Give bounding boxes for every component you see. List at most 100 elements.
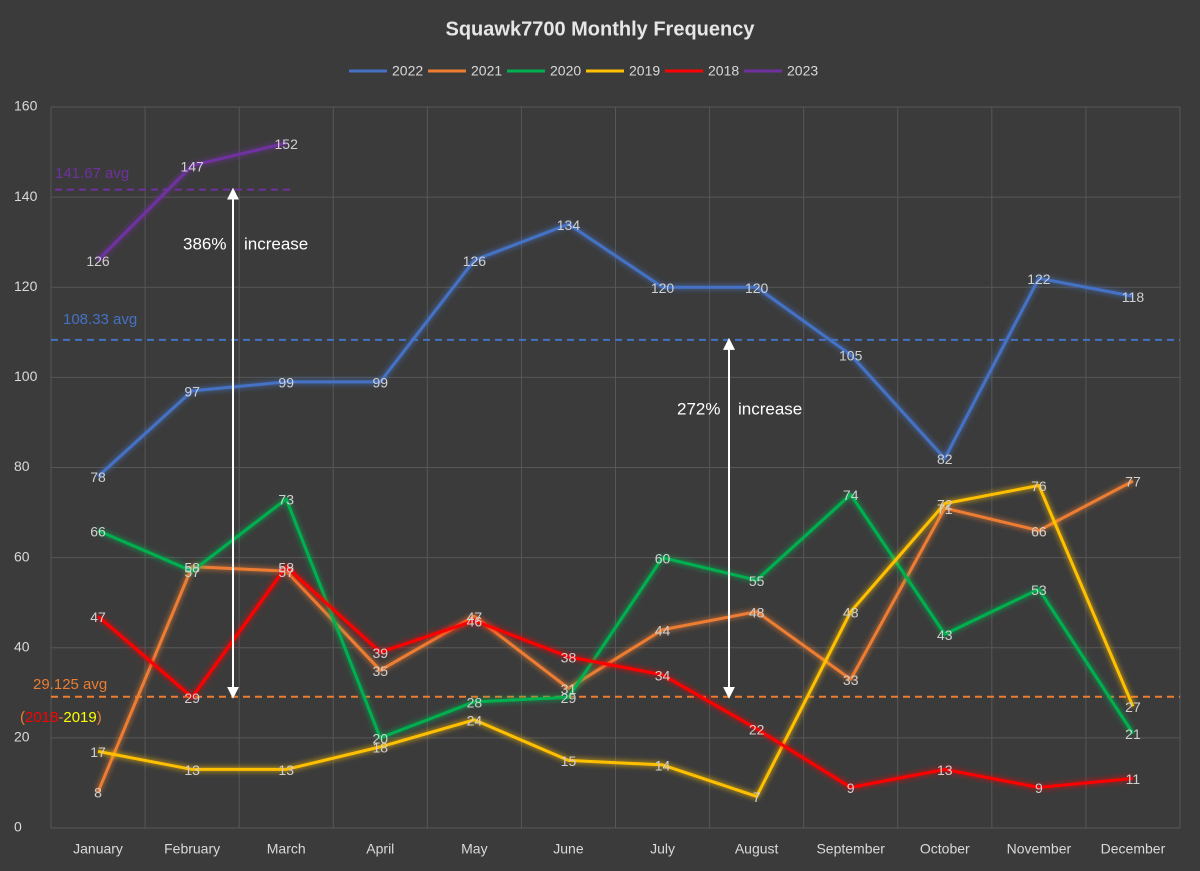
data-label: 60 bbox=[655, 550, 671, 566]
y-tick-label: 120 bbox=[14, 278, 38, 294]
series-line bbox=[97, 493, 1135, 740]
data-label: 152 bbox=[275, 136, 299, 152]
x-tick-label: July bbox=[650, 841, 675, 857]
data-label: 48 bbox=[843, 604, 859, 620]
y-tick-label: 20 bbox=[14, 729, 30, 745]
data-label: 118 bbox=[1122, 289, 1145, 305]
x-tick-label: August bbox=[735, 841, 779, 857]
data-label: 27 bbox=[1125, 699, 1141, 715]
x-tick-label: December bbox=[1101, 841, 1166, 857]
data-label: 97 bbox=[184, 384, 200, 400]
x-tick-label: February bbox=[164, 841, 220, 857]
data-label: 77 bbox=[1125, 474, 1141, 490]
data-label: 13 bbox=[937, 762, 953, 778]
average-note-part: 2018 bbox=[25, 709, 58, 726]
y-tick-label: 100 bbox=[14, 368, 38, 384]
average-label: 29.125 avg bbox=[33, 676, 107, 693]
average-label: 108.33 avg bbox=[63, 311, 137, 328]
data-label: 82 bbox=[937, 451, 953, 467]
data-label: 38 bbox=[561, 649, 577, 665]
data-label: 120 bbox=[651, 280, 675, 296]
increase-text: increase bbox=[244, 234, 308, 253]
data-label: 33 bbox=[843, 672, 859, 688]
data-label: 48 bbox=[749, 604, 765, 620]
average-note-part: 2019 bbox=[63, 709, 96, 726]
average-note-part: ) bbox=[97, 709, 102, 726]
x-tick-label: November bbox=[1007, 841, 1072, 857]
data-label: 8 bbox=[94, 785, 102, 801]
series-line bbox=[97, 222, 1134, 478]
data-label: 58 bbox=[278, 559, 294, 575]
data-label: 21 bbox=[1125, 726, 1141, 742]
data-label: 28 bbox=[467, 695, 483, 711]
y-tick-label: 160 bbox=[14, 98, 38, 114]
x-tick-label: October bbox=[920, 841, 970, 857]
legend-label: 2023 bbox=[787, 63, 818, 79]
x-tick-label: April bbox=[366, 841, 394, 857]
data-label: 29 bbox=[561, 690, 577, 706]
data-label: 46 bbox=[467, 613, 483, 629]
increase-text: increase bbox=[738, 399, 802, 418]
data-label: 66 bbox=[90, 523, 106, 539]
legend-label: 2018 bbox=[708, 63, 739, 79]
data-label: 35 bbox=[373, 663, 389, 679]
data-label: 76 bbox=[1031, 478, 1047, 494]
data-label: 74 bbox=[843, 487, 859, 503]
series-line bbox=[97, 565, 1134, 789]
data-label: 18 bbox=[373, 740, 389, 756]
x-tick-label: May bbox=[461, 841, 487, 857]
average-note: (2018-2019) bbox=[20, 709, 102, 726]
data-label: 29 bbox=[184, 690, 200, 706]
data-label: 7 bbox=[753, 789, 761, 805]
data-label: 147 bbox=[180, 158, 204, 174]
x-tick-label: March bbox=[267, 841, 306, 857]
y-tick-label: 140 bbox=[14, 188, 38, 204]
data-label: 134 bbox=[557, 217, 581, 233]
legend-label: 2022 bbox=[392, 63, 423, 79]
series-line bbox=[97, 484, 1135, 798]
data-label: 22 bbox=[749, 722, 765, 738]
data-label: 99 bbox=[278, 375, 294, 391]
x-tick-label: September bbox=[816, 841, 885, 857]
x-tick-label: January bbox=[73, 841, 123, 857]
data-label: 57 bbox=[184, 564, 200, 580]
average-note-part: - bbox=[58, 709, 63, 726]
data-label: 126 bbox=[86, 253, 110, 269]
data-label: 126 bbox=[463, 253, 487, 269]
data-label: 57 bbox=[278, 564, 294, 580]
data-label: 13 bbox=[184, 762, 200, 778]
data-label: 120 bbox=[745, 280, 769, 296]
data-label: 73 bbox=[278, 492, 294, 508]
y-tick-label: 80 bbox=[14, 458, 30, 474]
data-label: 43 bbox=[937, 627, 953, 643]
legend-label: 2021 bbox=[471, 63, 502, 79]
data-label: 53 bbox=[1031, 582, 1047, 598]
data-label: 20 bbox=[373, 731, 389, 747]
data-label: 55 bbox=[749, 573, 765, 589]
data-label: 34 bbox=[655, 667, 671, 683]
data-label: 66 bbox=[1031, 523, 1047, 539]
y-tick-label: 60 bbox=[14, 548, 30, 564]
data-label: 9 bbox=[1035, 780, 1043, 796]
data-label: 122 bbox=[1027, 271, 1051, 287]
data-label: 105 bbox=[839, 348, 863, 364]
data-label: 13 bbox=[278, 762, 294, 778]
data-label: 47 bbox=[90, 609, 106, 625]
y-tick-label: 0 bbox=[14, 819, 22, 835]
data-label: 14 bbox=[655, 758, 671, 774]
legend-label: 2020 bbox=[550, 63, 581, 79]
increase-percent: 386% bbox=[183, 234, 226, 253]
data-label: 72 bbox=[937, 496, 953, 512]
data-label: 39 bbox=[373, 645, 389, 661]
data-label: 11 bbox=[1126, 771, 1141, 787]
average-label: 141.67 avg bbox=[55, 165, 129, 182]
data-label: 44 bbox=[655, 622, 671, 638]
data-label: 9 bbox=[847, 780, 855, 796]
data-label: 71 bbox=[937, 501, 953, 517]
series-line bbox=[96, 141, 287, 262]
chart-title: Squawk7700 Monthly Frequency bbox=[446, 18, 756, 40]
data-label: 15 bbox=[561, 753, 577, 769]
increase-percent: 272% bbox=[677, 399, 720, 418]
series-line bbox=[96, 479, 1134, 793]
